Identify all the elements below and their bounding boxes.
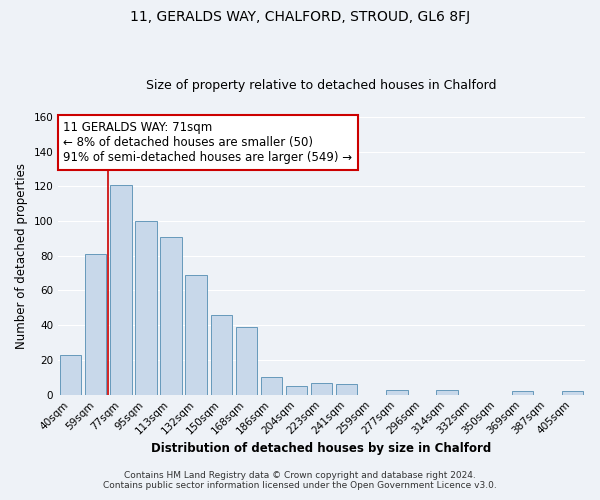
- Bar: [386, 390, 407, 394]
- Bar: [336, 384, 358, 394]
- Bar: [60, 355, 82, 395]
- Bar: [286, 386, 307, 394]
- Text: 11, GERALDS WAY, CHALFORD, STROUD, GL6 8FJ: 11, GERALDS WAY, CHALFORD, STROUD, GL6 8…: [130, 10, 470, 24]
- Bar: [311, 382, 332, 394]
- Bar: [562, 392, 583, 394]
- Title: Size of property relative to detached houses in Chalford: Size of property relative to detached ho…: [146, 79, 497, 92]
- Bar: [261, 378, 282, 394]
- Text: 11 GERALDS WAY: 71sqm
← 8% of detached houses are smaller (50)
91% of semi-detac: 11 GERALDS WAY: 71sqm ← 8% of detached h…: [64, 121, 353, 164]
- Bar: [136, 221, 157, 394]
- Bar: [110, 184, 131, 394]
- Text: Contains HM Land Registry data © Crown copyright and database right 2024.
Contai: Contains HM Land Registry data © Crown c…: [103, 470, 497, 490]
- Bar: [85, 254, 106, 394]
- Bar: [236, 327, 257, 394]
- Bar: [185, 275, 207, 394]
- Bar: [436, 390, 458, 394]
- X-axis label: Distribution of detached houses by size in Chalford: Distribution of detached houses by size …: [151, 442, 492, 455]
- Y-axis label: Number of detached properties: Number of detached properties: [15, 163, 28, 349]
- Bar: [160, 236, 182, 394]
- Bar: [211, 315, 232, 394]
- Bar: [512, 392, 533, 394]
